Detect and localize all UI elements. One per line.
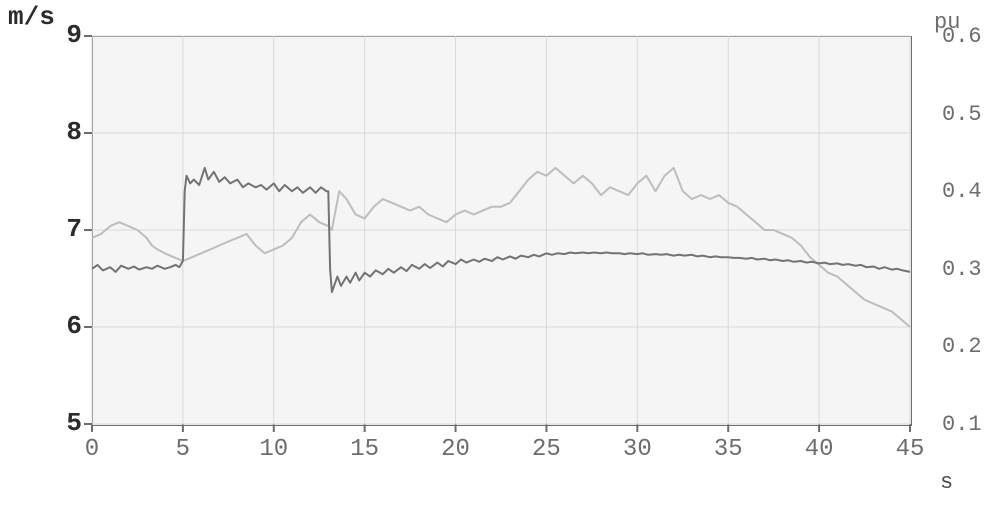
x-tick: 40 xyxy=(799,436,839,463)
y-left-tick: 8 xyxy=(42,117,82,147)
y-right-tick: 0.2 xyxy=(942,334,1000,359)
y-right-tick: 0.5 xyxy=(942,102,1000,127)
x-tick: 10 xyxy=(254,436,294,463)
y-left-tick: 6 xyxy=(42,311,82,341)
y-right-tick: 0.1 xyxy=(942,412,1000,437)
y-right-tick: 0.4 xyxy=(942,179,1000,204)
y-left-tick: 5 xyxy=(42,408,82,438)
y-left-tick: 7 xyxy=(42,214,82,244)
x-tick: 15 xyxy=(345,436,385,463)
y-right-tick: 0.3 xyxy=(942,257,1000,282)
x-tick: 45 xyxy=(890,436,930,463)
series-power_pu xyxy=(92,168,910,327)
x-tick: 5 xyxy=(163,436,203,463)
y-left-tick: 9 xyxy=(42,20,82,50)
x-tick: 25 xyxy=(526,436,566,463)
plot-svg xyxy=(0,0,1000,514)
x-tick: 0 xyxy=(72,436,112,463)
x-tick: 30 xyxy=(617,436,657,463)
x-tick: 35 xyxy=(708,436,748,463)
chart-container: { "chart": { "type": "line", "background… xyxy=(0,0,1000,514)
y-right-tick: 0.6 xyxy=(942,24,1000,49)
x-tick: 20 xyxy=(436,436,476,463)
